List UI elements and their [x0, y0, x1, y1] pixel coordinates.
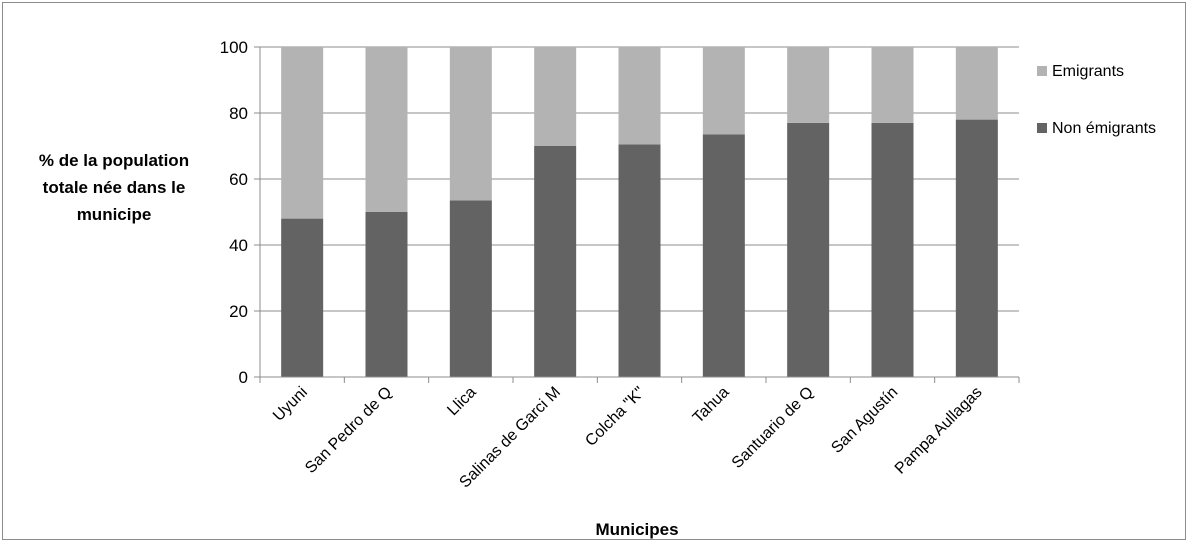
bar-emigrants — [534, 47, 577, 146]
y-tick-label: 40 — [229, 236, 248, 255]
x-tick-label: Uyuni — [270, 384, 311, 425]
bar-non-emigrants — [955, 119, 998, 377]
axes — [254, 46, 1020, 383]
bar-non-emigrants — [787, 122, 830, 378]
bar-non-emigrants — [281, 218, 324, 377]
bar-non-emigrants — [534, 146, 577, 377]
y-tick-label: 100 — [220, 38, 248, 57]
bar-non-emigrants — [702, 134, 745, 377]
bar-non-emigrants — [871, 122, 914, 378]
bar-non-emigrants — [618, 144, 661, 377]
y-axis-label-line: municipe — [77, 205, 152, 224]
x-tick-label: San Pedro de Q — [302, 384, 395, 477]
bar-emigrants — [365, 47, 408, 212]
y-axis-label: % de la population totale née dans le muni… — [39, 151, 189, 224]
y-axis-label-line: totale née dans le — [43, 178, 186, 197]
x-tick-label: Santuario de Q — [729, 384, 817, 472]
y-tick-label: 20 — [229, 302, 248, 321]
x-axis-label: Municipes — [595, 520, 678, 539]
x-tick-label: San Agustín — [828, 384, 901, 457]
y-tick-label: 60 — [229, 170, 248, 189]
y-tick-label: 0 — [239, 368, 248, 387]
bar-non-emigrants — [365, 212, 408, 377]
bar-emigrants — [955, 47, 998, 120]
y-tick-labels: 0 20 40 60 80 100 — [220, 38, 248, 387]
y-axis-label-line: % de la population — [39, 151, 189, 170]
x-tick-label: Llica — [444, 384, 479, 419]
legend-label: Non émigrants — [1052, 120, 1156, 137]
legend-label: Emigrants — [1052, 63, 1124, 80]
legend-swatch — [1037, 66, 1047, 76]
x-tick-label: Pampa Aullagas — [892, 384, 986, 478]
y-tick-label: 80 — [229, 104, 248, 123]
x-tick-label: Colcha "K" — [582, 384, 648, 450]
bar-emigrants — [871, 47, 914, 123]
x-tick-label: Tahua — [690, 384, 733, 427]
bar-emigrants — [281, 47, 324, 219]
bar-emigrants — [618, 47, 661, 145]
bars — [281, 47, 998, 378]
legend-swatch — [1037, 123, 1047, 133]
bar-emigrants — [702, 47, 745, 135]
bar-non-emigrants — [449, 200, 492, 377]
bar-emigrants — [787, 47, 830, 123]
bar-emigrants — [449, 47, 492, 201]
legend: Emigrants Non émigrants — [1037, 63, 1156, 137]
